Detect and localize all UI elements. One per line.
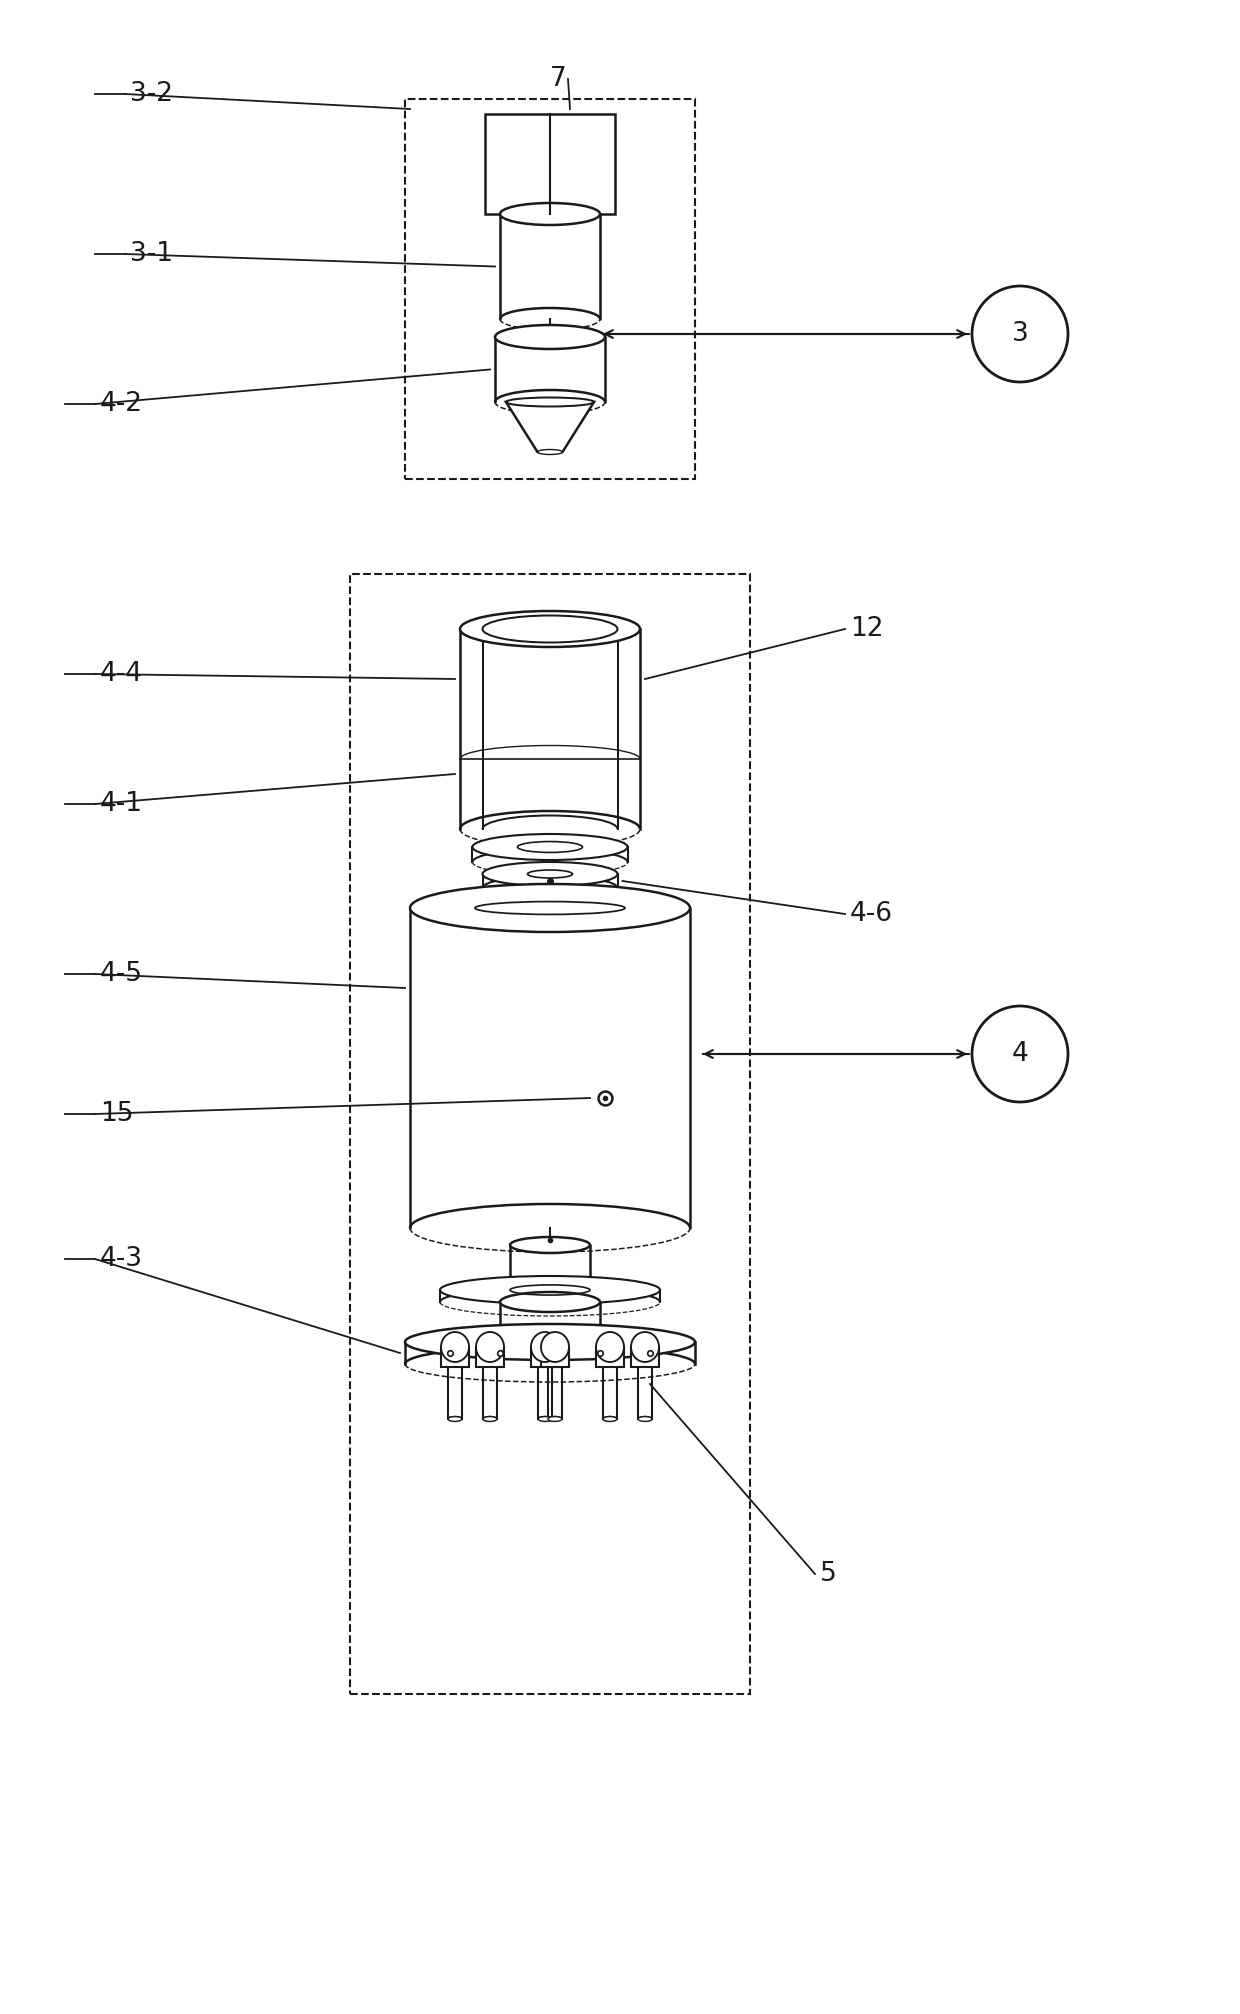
Ellipse shape xyxy=(472,834,627,860)
Bar xyxy=(441,1347,469,1368)
Text: 4-6: 4-6 xyxy=(849,900,893,926)
Ellipse shape xyxy=(500,203,600,226)
Text: 3-2: 3-2 xyxy=(130,81,174,107)
Ellipse shape xyxy=(484,1416,497,1422)
Text: 3-1: 3-1 xyxy=(130,242,174,268)
Ellipse shape xyxy=(631,1331,658,1361)
Ellipse shape xyxy=(596,1331,624,1361)
Ellipse shape xyxy=(410,884,689,932)
Ellipse shape xyxy=(460,610,640,646)
Ellipse shape xyxy=(482,616,618,642)
Ellipse shape xyxy=(482,862,618,886)
Bar xyxy=(476,1347,503,1368)
Ellipse shape xyxy=(548,1416,562,1422)
Ellipse shape xyxy=(500,1293,600,1311)
Ellipse shape xyxy=(538,1416,552,1422)
Ellipse shape xyxy=(495,324,605,348)
Circle shape xyxy=(972,286,1068,383)
Text: 3: 3 xyxy=(1012,320,1028,346)
Ellipse shape xyxy=(440,1277,660,1303)
Text: 4-3: 4-3 xyxy=(100,1247,143,1273)
Ellipse shape xyxy=(405,1323,694,1359)
Ellipse shape xyxy=(476,1331,503,1361)
Bar xyxy=(631,1347,658,1368)
Ellipse shape xyxy=(506,397,594,407)
Ellipse shape xyxy=(531,1331,559,1361)
Text: 12: 12 xyxy=(849,616,883,642)
Ellipse shape xyxy=(510,1237,590,1253)
Bar xyxy=(531,1347,559,1368)
Text: 4: 4 xyxy=(1012,1041,1028,1067)
Bar xyxy=(596,1347,624,1368)
Ellipse shape xyxy=(448,1416,463,1422)
Text: 7: 7 xyxy=(551,66,567,93)
Ellipse shape xyxy=(537,449,563,455)
Bar xyxy=(405,99,694,479)
Bar xyxy=(350,574,750,1694)
Ellipse shape xyxy=(541,1331,569,1361)
Text: 15: 15 xyxy=(100,1102,134,1128)
Ellipse shape xyxy=(441,1331,469,1361)
Text: 4-1: 4-1 xyxy=(100,792,143,818)
Circle shape xyxy=(972,1007,1068,1102)
Polygon shape xyxy=(506,403,594,451)
Ellipse shape xyxy=(603,1416,618,1422)
Text: 4-2: 4-2 xyxy=(100,391,143,417)
Text: 5: 5 xyxy=(820,1561,837,1587)
Text: 4-5: 4-5 xyxy=(100,961,143,987)
Bar xyxy=(485,115,615,213)
Ellipse shape xyxy=(639,1416,652,1422)
Text: 4-4: 4-4 xyxy=(100,661,143,687)
Bar xyxy=(541,1347,569,1368)
